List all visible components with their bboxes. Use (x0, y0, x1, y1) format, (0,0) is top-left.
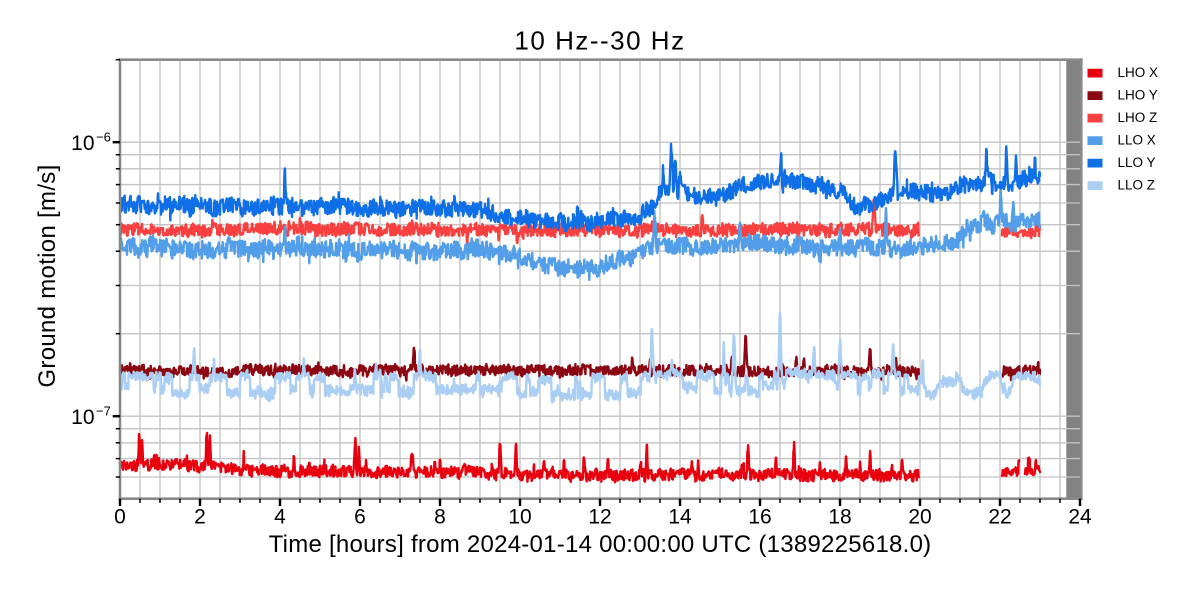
svg-text:−7: −7 (96, 404, 111, 419)
svg-text:16: 16 (748, 506, 771, 529)
svg-text:10: 10 (71, 132, 94, 155)
svg-text:LHO X: LHO X (1118, 65, 1159, 80)
svg-text:12: 12 (588, 506, 611, 529)
svg-text:8: 8 (434, 506, 446, 529)
svg-text:18: 18 (828, 506, 851, 529)
svg-text:6: 6 (354, 506, 366, 529)
svg-text:LLO Z: LLO Z (1118, 178, 1156, 193)
svg-text:Time [hours] from 2024-01-14 0: Time [hours] from 2024-01-14 00:00:00 UT… (269, 531, 932, 558)
svg-text:22: 22 (988, 506, 1011, 529)
svg-text:24: 24 (1068, 506, 1092, 529)
svg-text:2: 2 (194, 506, 206, 529)
svg-text:Ground motion [m/s]: Ground motion [m/s] (34, 164, 61, 387)
svg-text:LLO Y: LLO Y (1118, 155, 1156, 170)
svg-text:10 Hz--30 Hz: 10 Hz--30 Hz (514, 26, 685, 56)
svg-text:0: 0 (114, 506, 126, 529)
svg-text:LHO Y: LHO Y (1118, 88, 1158, 103)
svg-text:LLO X: LLO X (1118, 133, 1156, 148)
svg-text:−6: −6 (96, 130, 111, 145)
svg-text:LHO Z: LHO Z (1118, 110, 1158, 125)
svg-text:14: 14 (668, 506, 692, 529)
svg-text:10: 10 (71, 406, 94, 429)
svg-text:10: 10 (508, 506, 531, 529)
svg-text:20: 20 (908, 506, 931, 529)
svg-text:4: 4 (274, 506, 286, 529)
